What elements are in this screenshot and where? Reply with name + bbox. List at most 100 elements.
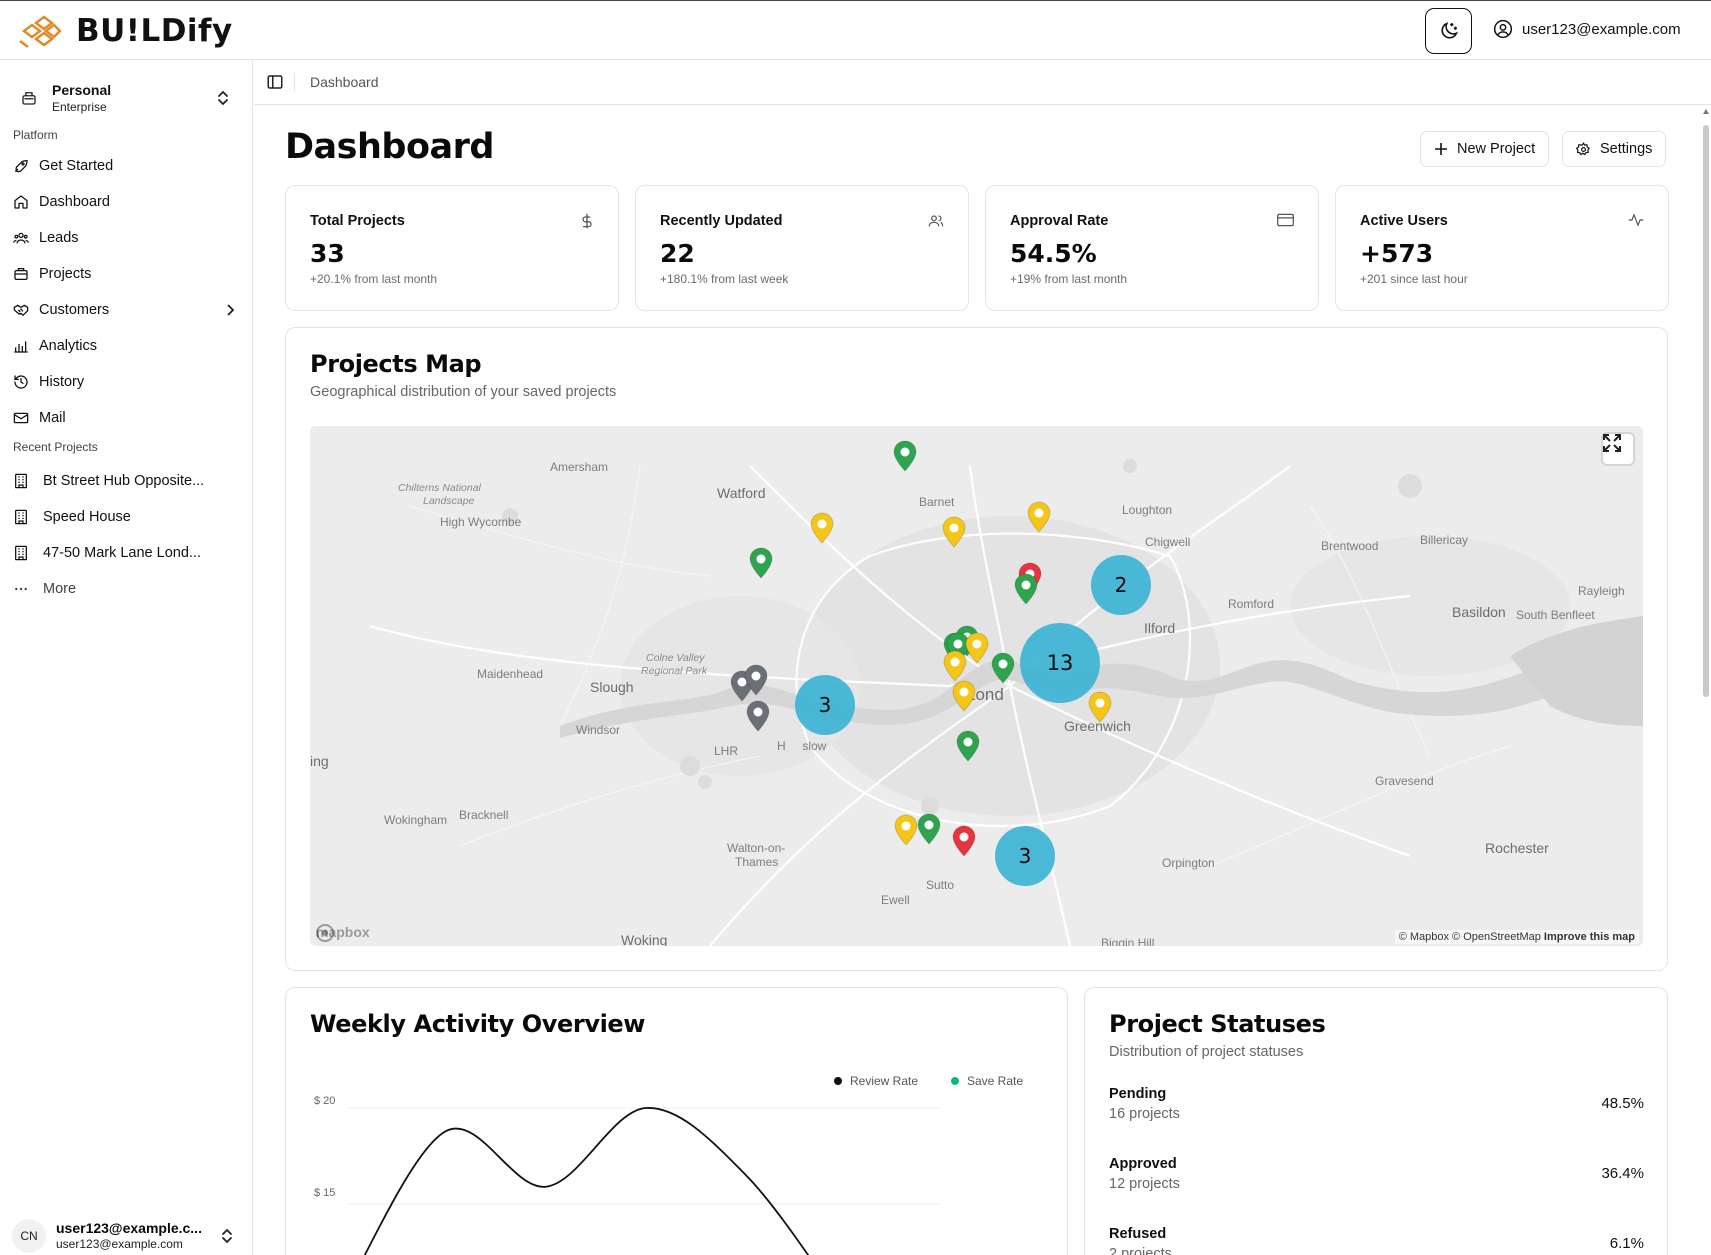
map-marker-approved-icon[interactable] <box>990 652 1016 684</box>
mapbox-logo[interactable]: mapbox <box>316 924 370 942</box>
sidebar-item-dashboard[interactable]: Dashboard <box>13 184 241 220</box>
map-marker-other-icon[interactable] <box>745 700 771 732</box>
moon-icon <box>1440 22 1458 39</box>
map-marker-pending-icon[interactable] <box>893 814 919 846</box>
map-place-label: Landscape <box>423 495 475 507</box>
stat-sub: +19% from last month <box>1010 272 1128 286</box>
map-marker-pending-icon[interactable] <box>941 516 967 548</box>
team-switcher[interactable]: Personal Enterprise <box>20 74 238 122</box>
stat-value: +573 <box>1360 239 1434 268</box>
map-marker-pending-icon[interactable] <box>1087 691 1113 723</box>
sidebar-toggle-icon[interactable] <box>266 73 284 91</box>
map-cluster[interactable]: 3 <box>995 826 1055 886</box>
projects-map-card: Projects Map Geographical distribution o… <box>285 327 1668 971</box>
y-tick-label: $ 15 <box>314 1187 336 1199</box>
sidebar-item-label: Get Started <box>39 158 114 174</box>
map-marker-pending-icon[interactable] <box>964 632 990 664</box>
recent-projects-label: Recent Projects <box>13 440 98 454</box>
map-place-label: Barnet <box>919 495 955 509</box>
map-marker-pending-icon[interactable] <box>951 680 977 712</box>
mail-icon <box>13 412 29 424</box>
map-marker-refused-icon[interactable] <box>951 825 977 857</box>
map-marker-other-icon[interactable] <box>743 664 769 696</box>
user-menu[interactable]: user123@example.com <box>1493 19 1681 39</box>
gear-icon <box>1576 141 1590 155</box>
map-place-label: Ilford <box>1144 620 1176 636</box>
map-cluster[interactable]: 3 <box>795 675 855 735</box>
user-circle-icon <box>1493 19 1513 39</box>
recent-project-item[interactable]: Bt Street Hub Opposite... <box>13 463 241 499</box>
sidebar-item-label: Dashboard <box>39 194 110 210</box>
map-marker-pending-icon[interactable] <box>809 512 835 544</box>
improve-map-link[interactable]: Improve this map <box>1543 931 1635 943</box>
stat-sub: +20.1% from last month <box>310 272 438 286</box>
sidebar-item-customers[interactable]: Customers <box>13 292 241 328</box>
building-icon <box>15 473 27 489</box>
map-marker-approved-icon[interactable] <box>916 813 942 845</box>
sidebar-item-leads[interactable]: Leads <box>13 220 241 256</box>
legend-dot <box>834 1077 842 1085</box>
stat-sub: +201 since last hour <box>1360 272 1468 286</box>
map-marker-pending-icon[interactable] <box>942 650 968 682</box>
recent-project-label: Speed House <box>43 509 131 525</box>
more-label: More <box>43 581 77 597</box>
sidebar-item-get-started[interactable]: Get Started <box>13 148 241 184</box>
map-marker-approved-icon[interactable] <box>892 440 918 472</box>
handshake-icon <box>13 304 29 316</box>
recent-project-item[interactable]: 47-50 Mark Lane Lond... <box>13 535 241 571</box>
stat-title: Approval Rate <box>1010 213 1109 229</box>
stat-value: 33 <box>310 239 345 268</box>
legend-label: Save Rate <box>967 1074 1024 1088</box>
map-cluster[interactable]: 2 <box>1091 555 1151 615</box>
sidebar-item-projects[interactable]: Projects <box>13 256 241 292</box>
map-marker-pending-icon[interactable] <box>1026 501 1052 533</box>
new-project-button[interactable]: New Project <box>1420 131 1550 167</box>
map-place-label: Billericay <box>1420 533 1469 547</box>
sidebar: Personal Enterprise Platform Get Started… <box>0 60 253 1255</box>
brand-name: BU!LDify <box>76 13 233 49</box>
map-marker-approved-icon[interactable] <box>748 547 774 579</box>
settings-button[interactable]: Settings <box>1562 131 1667 167</box>
map-place-label: Ewell <box>881 893 910 907</box>
status-percent: 48.5% <box>1601 1095 1644 1112</box>
home-icon <box>14 195 28 209</box>
breadcrumb-current: Dashboard <box>310 74 379 90</box>
review-rate-line <box>363 1107 810 1255</box>
scrollbar-thumb[interactable] <box>1703 125 1709 697</box>
brand-logo[interactable]: BU!LDify <box>18 11 233 51</box>
legend-dot <box>951 1077 959 1085</box>
status-count: 2 projects <box>1109 1246 1172 1255</box>
attribution-text[interactable]: © Mapbox © OpenStreetMap <box>1398 931 1541 943</box>
sidebar-item-mail[interactable]: Mail <box>13 400 241 436</box>
sidebar-item-history[interactable]: History <box>13 364 241 400</box>
recent-project-label: 47-50 Mark Lane Lond... <box>43 545 201 561</box>
top-bar: BU!LDify user123@example.com <box>0 0 1711 60</box>
map-cluster[interactable]: 13 <box>1020 623 1100 703</box>
map-marker-approved-icon[interactable] <box>1013 573 1039 605</box>
map-place-label: H slow <box>777 739 827 753</box>
stat-card-approval-rate: Approval Rate 54.5% +19% from last month <box>985 185 1319 311</box>
sidebar-item-label: Analytics <box>39 338 98 354</box>
logo-icon <box>19 15 62 48</box>
scrollbar[interactable] <box>1701 105 1711 1255</box>
sidebar-user-name: user123@example.c... <box>56 1220 202 1236</box>
stat-card-active-users: Active Users +573 +201 since last hour <box>1335 185 1669 311</box>
status-name: Approved <box>1109 1156 1177 1172</box>
fullscreen-button[interactable] <box>1603 434 1633 464</box>
stat-value: 54.5% <box>1010 239 1097 268</box>
more-projects-button[interactable]: More <box>13 571 241 607</box>
scroll-up-arrow[interactable] <box>1703 109 1709 114</box>
projects-map[interactable]: Amersham Chilterns National Landscape Hi… <box>310 426 1643 946</box>
recent-project-item[interactable]: Speed House <box>13 499 241 535</box>
map-place-label: Woking <box>621 932 668 946</box>
sidebar-item-analytics[interactable]: Analytics <box>13 328 241 364</box>
activity-card-title: Weekly Activity Overview <box>310 1010 646 1038</box>
map-place-label: Loughton <box>1122 503 1173 517</box>
sidebar-user-menu[interactable]: CN user123@example.c... user123@example.… <box>12 1216 242 1255</box>
settings-label: Settings <box>1600 141 1653 157</box>
map-card-title: Projects Map <box>310 350 482 378</box>
map-place-label: High Wycombe <box>440 515 522 529</box>
new-project-label: New Project <box>1457 141 1536 157</box>
theme-toggle-button[interactable] <box>1425 8 1472 54</box>
map-marker-approved-icon[interactable] <box>955 730 981 762</box>
